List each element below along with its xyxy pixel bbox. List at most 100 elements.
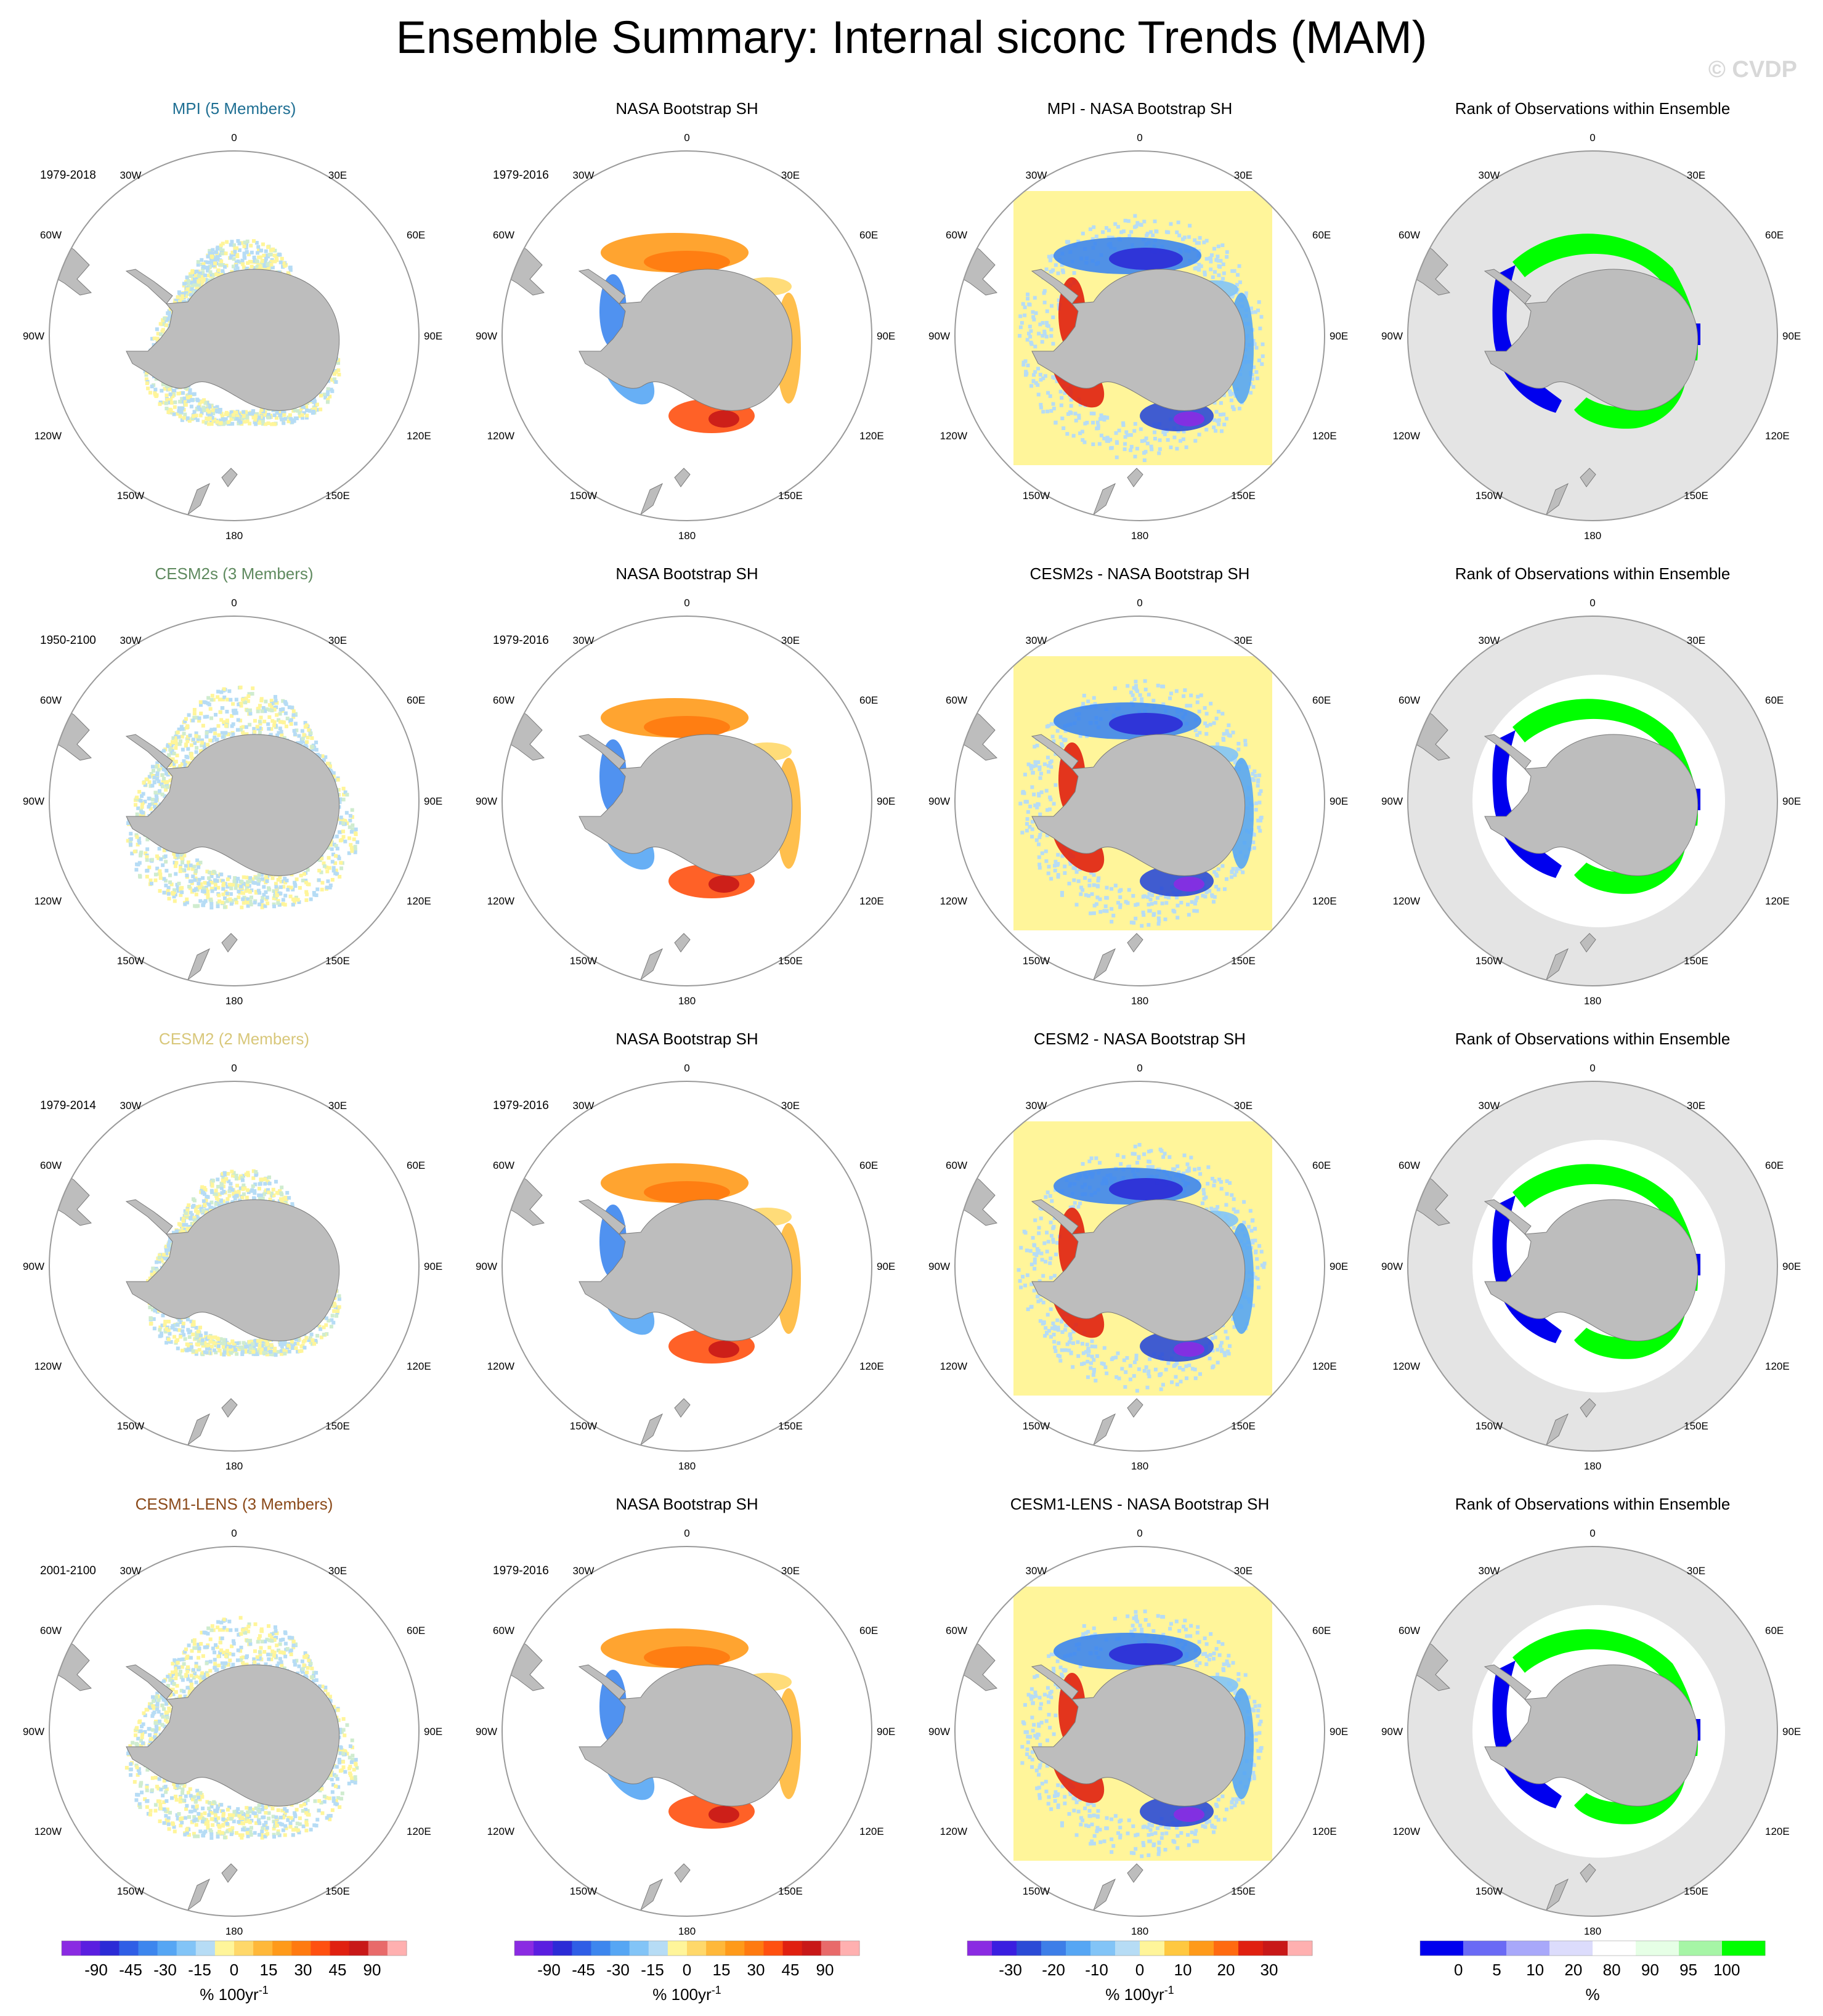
trend-cell [216, 257, 220, 261]
diff-speckle [1195, 700, 1200, 704]
trend-cell [229, 417, 233, 421]
period-label: 1950-2100 [40, 634, 96, 647]
period-label: 1979-2018 [40, 169, 96, 182]
trend-cell [150, 858, 154, 862]
longitude-label-180: 180 [225, 995, 243, 1007]
trend-cell [192, 410, 197, 414]
diff-speckle [1212, 895, 1217, 899]
longitude-label-150W: 150W [1476, 490, 1503, 502]
trend-cell [261, 1196, 265, 1200]
trend-cell [334, 843, 338, 848]
trend-cell [278, 885, 283, 889]
trend-cell [155, 336, 160, 341]
trend-cell [155, 1260, 159, 1264]
trend-cell [156, 856, 161, 860]
trend-cell [181, 868, 185, 872]
diff-speckle [1098, 417, 1102, 421]
peninsula-land [1031, 269, 1079, 304]
trend-cell [198, 899, 203, 903]
longitude-label-150W: 150W [1023, 490, 1050, 502]
diff-speckle [1049, 797, 1053, 802]
trend-cell [206, 274, 210, 278]
longitude-label-60E: 60E [859, 229, 878, 241]
trend-cell [244, 725, 248, 730]
trend-cell [266, 413, 270, 417]
diff-speckle [1210, 893, 1214, 897]
trend-cell [294, 1337, 298, 1341]
diff-speckle [1224, 877, 1228, 881]
diff-speckle [1254, 801, 1259, 805]
trend-cell [254, 241, 259, 245]
trend-cell [262, 413, 266, 417]
trend-cell [224, 723, 228, 728]
trend-cell [220, 706, 224, 710]
longitude-label-30E: 30E [328, 635, 347, 646]
trend-cell [173, 1327, 177, 1331]
diff-speckle [1047, 254, 1051, 259]
rank-high-region [1512, 699, 1698, 826]
diff-speckle [1072, 271, 1076, 275]
trend-cell [322, 1325, 326, 1330]
trend-cell [199, 282, 203, 287]
peninsula-land [1031, 734, 1079, 770]
diff-speckle [1236, 747, 1241, 752]
diff-speckle [1227, 723, 1231, 728]
trend-cell [180, 397, 184, 401]
trend-cell [232, 1345, 236, 1349]
trend-cell [246, 880, 250, 884]
trend-cell [296, 408, 300, 413]
trend-cell [180, 418, 184, 422]
trend-cell [325, 869, 330, 874]
diff-speckle [1037, 855, 1041, 860]
diff-speckle [1036, 842, 1041, 847]
trend-cell [145, 855, 149, 860]
diff-speckle [1036, 802, 1040, 806]
trend-cell [164, 393, 169, 397]
diff-speckle [1045, 309, 1049, 314]
trend-cell [221, 892, 225, 896]
new-zealand-land [639, 948, 663, 981]
trend-cell [153, 805, 157, 809]
trend-cell [153, 878, 158, 882]
trend-cell [169, 882, 174, 887]
diff-speckle [1035, 805, 1039, 810]
diff-speckle [1259, 315, 1264, 319]
trend-cell [172, 765, 176, 769]
trend-cell [224, 251, 228, 256]
trend-cell [216, 724, 221, 728]
diff-speckle [1238, 867, 1242, 871]
trend-cell [163, 854, 168, 858]
trend-cell [248, 712, 253, 716]
diff-speckle [1049, 334, 1054, 338]
trend-cell [302, 1346, 307, 1350]
trend-cell [178, 866, 182, 870]
diff-speckle [1163, 917, 1167, 922]
trend-cell [280, 417, 284, 421]
diff-speckle [1235, 283, 1239, 287]
diff-speckle [1054, 263, 1058, 267]
new-zealand-land [1127, 468, 1143, 487]
trend-cell [226, 733, 230, 737]
trend-cell [188, 394, 192, 399]
diff-speckle [1037, 792, 1041, 796]
trend-cell [290, 1343, 294, 1347]
trend-cell [275, 701, 279, 705]
trend-cell [319, 870, 323, 874]
longitude-label-60E: 60E [1312, 229, 1331, 241]
trend-cell [237, 242, 242, 246]
longitude-label-120W: 120W [1393, 430, 1420, 442]
diff-speckle [1078, 734, 1082, 738]
diff-speckle [1169, 691, 1173, 696]
trend-cell [262, 264, 267, 268]
trend-cell [300, 739, 304, 744]
diff-speckle [1131, 693, 1135, 697]
panel-title: MPI (5 Members) [173, 99, 296, 118]
diff-speckle [1074, 418, 1078, 423]
diff-speckle [1216, 742, 1220, 746]
trend-cell [201, 265, 205, 269]
trend-cell [206, 893, 210, 897]
diff-speckle [1038, 832, 1042, 837]
diff-speckle [1058, 735, 1063, 739]
trend-cell [200, 411, 204, 415]
trend-cell [208, 738, 213, 742]
